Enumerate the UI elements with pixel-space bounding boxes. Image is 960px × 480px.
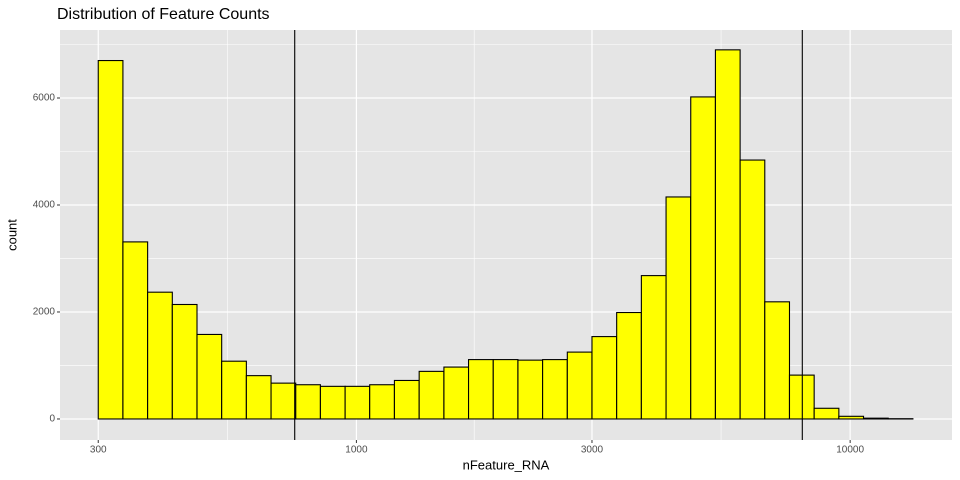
bar	[97, 59, 124, 420]
bar	[418, 370, 445, 420]
bar	[714, 49, 741, 420]
bar	[245, 375, 272, 420]
bar	[443, 366, 470, 420]
bar	[295, 384, 321, 420]
bar	[813, 407, 840, 420]
bar	[542, 359, 568, 420]
bar	[566, 351, 593, 420]
bar	[739, 159, 766, 420]
x-tick-label: 300	[90, 445, 107, 456]
bar	[492, 359, 519, 420]
bar	[591, 336, 618, 420]
y-axis-label: count	[4, 219, 19, 251]
bar	[764, 301, 791, 420]
x-axis-label: nFeature_RNA	[463, 457, 550, 472]
y-tick-label: 0	[49, 414, 55, 425]
bar	[862, 417, 889, 420]
bar	[690, 96, 716, 420]
bar	[344, 385, 371, 420]
x-tick-label: 3000	[581, 445, 604, 456]
bar	[171, 303, 198, 420]
bar	[393, 379, 420, 420]
bar	[196, 333, 223, 420]
bar	[665, 196, 692, 420]
x-tick-label: 10000	[836, 445, 864, 456]
bar	[319, 385, 346, 420]
bar	[838, 415, 865, 420]
y-tick-label: 2000	[33, 307, 56, 318]
y-tick-label: 6000	[33, 93, 56, 104]
chart-title: Distribution of Feature Counts	[57, 6, 270, 23]
bar	[640, 275, 667, 420]
bar	[616, 311, 642, 420]
bar	[517, 359, 544, 420]
y-tick-label: 4000	[33, 200, 56, 211]
bar	[270, 382, 297, 420]
bar	[221, 360, 247, 420]
bar	[369, 384, 395, 420]
bar	[122, 241, 149, 420]
x-tick-label: 1000	[345, 445, 368, 456]
bar	[467, 359, 494, 420]
bar	[147, 291, 173, 420]
